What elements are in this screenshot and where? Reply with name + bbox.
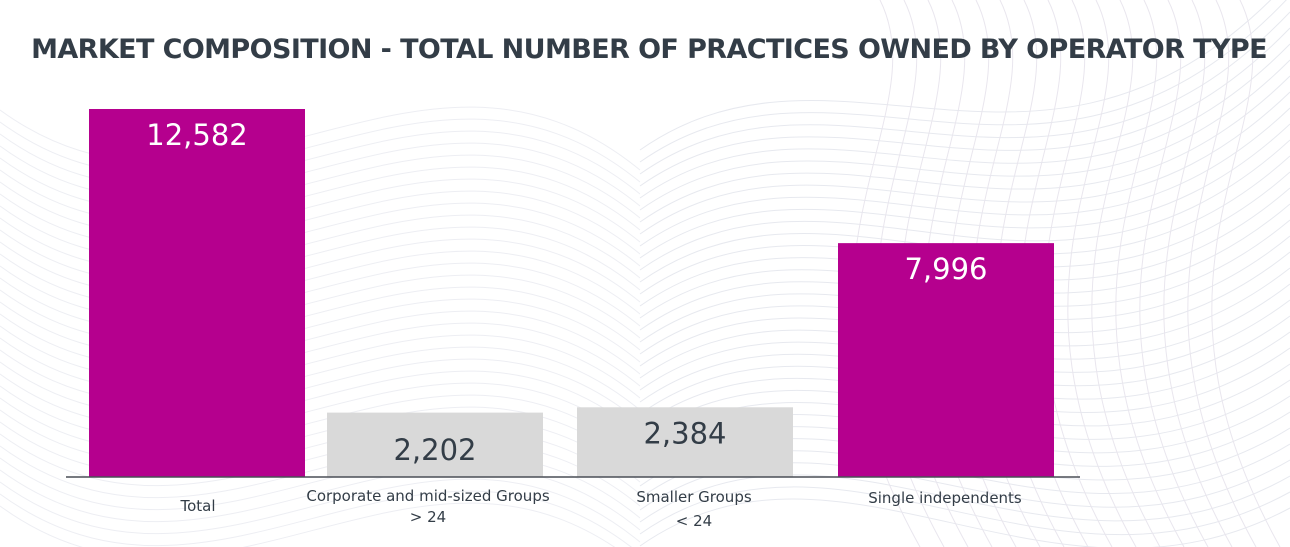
- category-label-3-line-1: Smaller Groups: [636, 488, 751, 506]
- value-label-2: 2,202: [393, 433, 476, 467]
- value-label-4: 7,996: [904, 252, 987, 286]
- bar-2: [327, 412, 543, 477]
- bar-1: [89, 109, 305, 477]
- category-label-3-line-2: < 24: [676, 512, 712, 530]
- chart-title: MARKET COMPOSITION - TOTAL NUMBER OF PRA…: [31, 34, 1267, 65]
- bar-3: [577, 407, 793, 477]
- category-label-1-line-1: Total: [179, 497, 215, 515]
- category-label-4-line-1: Single independents: [868, 489, 1022, 507]
- value-label-3: 2,384: [643, 416, 726, 450]
- bar-4: [838, 243, 1054, 477]
- value-label-1: 12,582: [146, 118, 247, 152]
- category-label-2-line-1: Corporate and mid-sized Groups: [306, 487, 549, 505]
- category-label-2-line-2: > 24: [410, 508, 446, 526]
